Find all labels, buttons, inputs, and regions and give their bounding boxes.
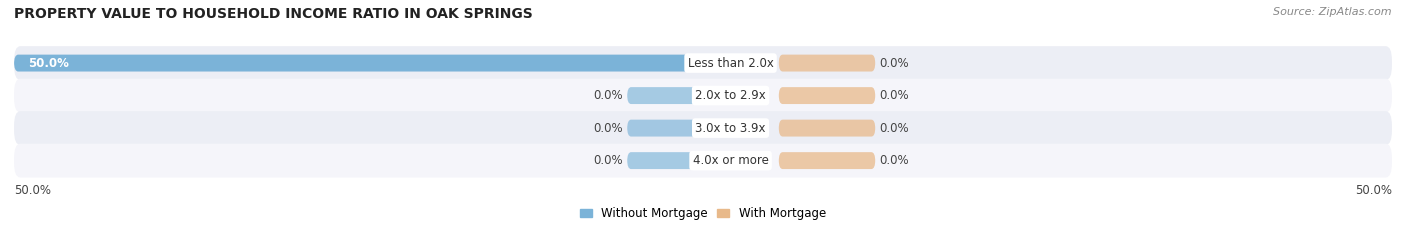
Text: 0.0%: 0.0% bbox=[879, 57, 910, 70]
Text: 4.0x or more: 4.0x or more bbox=[693, 154, 769, 167]
FancyBboxPatch shape bbox=[627, 120, 696, 137]
Text: 50.0%: 50.0% bbox=[14, 184, 51, 197]
Text: 0.0%: 0.0% bbox=[593, 154, 623, 167]
FancyBboxPatch shape bbox=[14, 79, 1392, 113]
Text: 0.0%: 0.0% bbox=[879, 122, 910, 135]
FancyBboxPatch shape bbox=[779, 55, 875, 72]
Text: 50.0%: 50.0% bbox=[28, 57, 69, 70]
FancyBboxPatch shape bbox=[14, 111, 1392, 145]
FancyBboxPatch shape bbox=[14, 55, 703, 72]
Text: PROPERTY VALUE TO HOUSEHOLD INCOME RATIO IN OAK SPRINGS: PROPERTY VALUE TO HOUSEHOLD INCOME RATIO… bbox=[14, 7, 533, 21]
Text: 0.0%: 0.0% bbox=[879, 154, 910, 167]
Text: 50.0%: 50.0% bbox=[1355, 184, 1392, 197]
FancyBboxPatch shape bbox=[627, 152, 696, 169]
Text: 0.0%: 0.0% bbox=[593, 89, 623, 102]
FancyBboxPatch shape bbox=[779, 152, 875, 169]
Text: Source: ZipAtlas.com: Source: ZipAtlas.com bbox=[1274, 7, 1392, 17]
FancyBboxPatch shape bbox=[779, 120, 875, 137]
Legend: Without Mortgage, With Mortgage: Without Mortgage, With Mortgage bbox=[575, 202, 831, 225]
Text: 0.0%: 0.0% bbox=[879, 89, 910, 102]
FancyBboxPatch shape bbox=[627, 87, 696, 104]
Text: 3.0x to 3.9x: 3.0x to 3.9x bbox=[696, 122, 766, 135]
FancyBboxPatch shape bbox=[14, 144, 1392, 178]
Text: 0.0%: 0.0% bbox=[593, 122, 623, 135]
Text: Less than 2.0x: Less than 2.0x bbox=[688, 57, 773, 70]
FancyBboxPatch shape bbox=[779, 87, 875, 104]
Text: 2.0x to 2.9x: 2.0x to 2.9x bbox=[695, 89, 766, 102]
FancyBboxPatch shape bbox=[14, 46, 1392, 80]
